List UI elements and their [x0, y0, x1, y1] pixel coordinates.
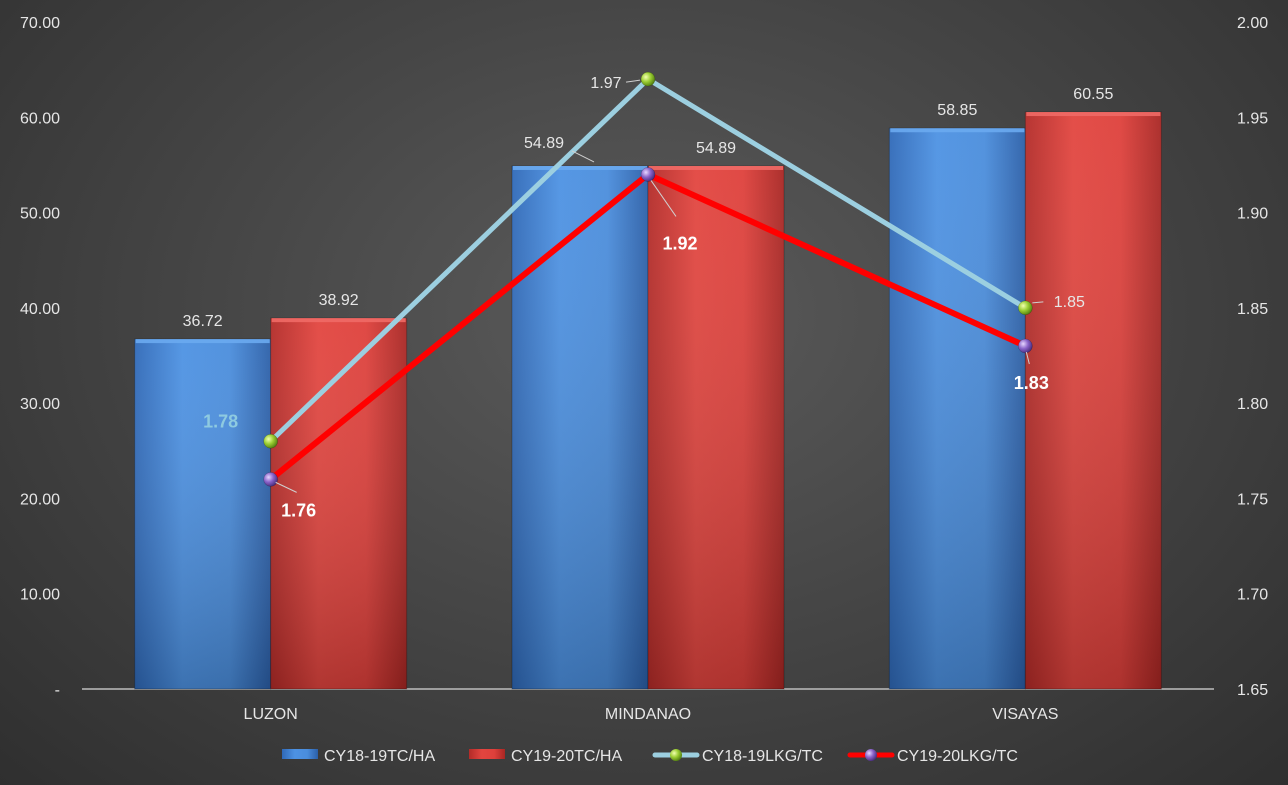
right-axis-tick-label: 1.75: [1237, 491, 1268, 508]
line-data-label: 1.83: [1014, 373, 1049, 393]
bar-top-highlight: [1026, 112, 1161, 117]
left-axis-tick-label: 20.00: [20, 491, 60, 508]
bar-top-highlight: [135, 339, 270, 344]
line-marker: [263, 472, 278, 487]
bar-shade: [270, 318, 407, 689]
bar-data-label: 38.92: [319, 292, 359, 309]
line-marker: [263, 434, 278, 449]
category-label: MINDANAO: [605, 706, 691, 723]
data-labels: 36.72 54.89 58.85 38.92 54.89 60.55 1.78 1.97 1.…: [183, 75, 1114, 520]
line-data-label: 1.97: [590, 75, 621, 92]
leader-line: [1032, 301, 1044, 304]
left-axis-tick-label: 60.00: [20, 110, 60, 127]
legend-label: CY19-20TC/HA: [511, 748, 622, 765]
bar-shade: [134, 339, 271, 689]
leader-line: [571, 150, 595, 163]
bar-shade: [512, 165, 648, 690]
right-axis-tick-label: 1.70: [1237, 587, 1268, 604]
line-data-label: 1.92: [662, 233, 697, 253]
lines: [263, 71, 1033, 487]
bar-data-label: 58.85: [937, 102, 977, 119]
bar-shade: [648, 165, 784, 690]
line-marker: [640, 71, 656, 87]
category-label: LUZON: [244, 706, 298, 723]
bar-data-label: 36.72: [183, 313, 223, 330]
line-marker: [1018, 300, 1033, 316]
leader-line: [650, 180, 677, 217]
bars: [134, 111, 1162, 690]
legend: CY18-19TC/HA CY19-20TC/HA CY18-19LKG/TC CY1…: [282, 748, 1018, 765]
right-axis-tick-label: 1.90: [1237, 206, 1268, 223]
right-axis-tick-label: 1.85: [1237, 301, 1268, 318]
left-axis-tick-label: 70.00: [20, 15, 60, 32]
legend-label: CY19-20LKG/TC: [897, 748, 1018, 765]
leader-line: [1025, 351, 1030, 365]
legend-swatch: [282, 749, 318, 759]
legend-marker: [670, 749, 682, 761]
left-axis-tick-label: 10.00: [20, 587, 60, 604]
bar-top-highlight: [271, 318, 406, 323]
leader-line: [275, 481, 297, 493]
right-axis-tick-label: 1.65: [1237, 682, 1268, 699]
bar-shade: [1025, 112, 1162, 690]
legend-label: CY18-19TC/HA: [324, 748, 435, 765]
line-marker: [1018, 338, 1033, 354]
right-axis-tick-label: 1.95: [1237, 110, 1268, 127]
left-axis-tick-label: 50.00: [20, 206, 60, 223]
bar-shade: [889, 128, 1026, 689]
bar-top-highlight: [649, 165, 783, 170]
legend-marker: [865, 749, 877, 761]
bar-data-label: 54.89: [524, 135, 564, 152]
legend-label: CY18-19LKG/TC: [702, 748, 823, 765]
legend-swatch: [469, 749, 505, 759]
line-data-label: 1.76: [281, 500, 316, 520]
right-axis-tick-label: 1.80: [1237, 396, 1268, 413]
bar-top-highlight: [890, 128, 1025, 133]
line-data-label: 1.85: [1054, 294, 1085, 311]
bar-data-label: 54.89: [696, 140, 736, 157]
left-axis-tick-label: 30.00: [20, 396, 60, 413]
bar-top-highlight: [513, 165, 647, 170]
leader-line: [625, 79, 641, 83]
bar-data-label: 60.55: [1073, 86, 1113, 103]
left-axis-tick-label: 40.00: [20, 301, 60, 318]
right-axis-tick-label: 2.00: [1237, 15, 1268, 32]
line-data-label: 1.78: [203, 411, 238, 431]
category-label: VISAYAS: [992, 706, 1058, 723]
line-marker: [640, 167, 656, 182]
left-axis-tick-label: -: [55, 682, 60, 699]
